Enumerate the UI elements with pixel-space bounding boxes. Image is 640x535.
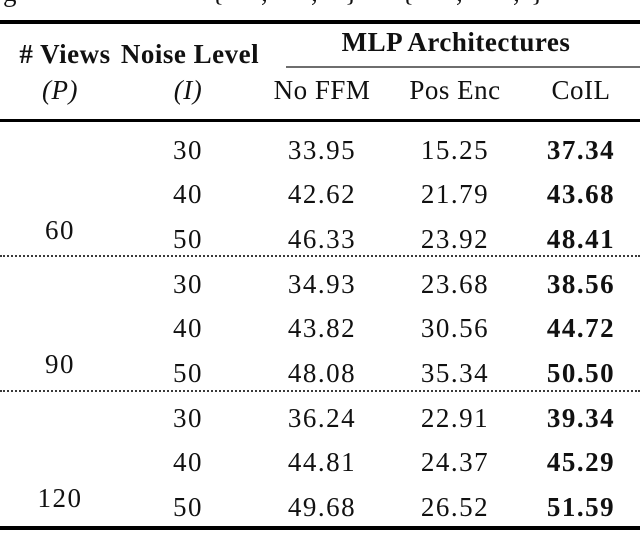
noise-cell: 50 xyxy=(173,224,203,254)
noise-cell: 50 xyxy=(173,492,203,522)
no-ffm-cell: 34.93 xyxy=(287,269,357,299)
views-group-label: 90 xyxy=(45,349,75,379)
no-ffm-cell: 43.82 xyxy=(287,313,357,343)
results-table: 60 30 33.95 15.25 37.34 40 42.62 21.79 4… xyxy=(0,122,640,524)
coil-cell: 45.29 xyxy=(546,447,616,477)
mlp-architectures-underline-rule xyxy=(286,66,640,68)
caption-fragment: , xyxy=(261,0,268,6)
table-row: 40 43.82 30.56 44.72 xyxy=(0,301,640,345)
pos-enc-cell: 21.79 xyxy=(420,179,490,209)
views-group-cell: 60 xyxy=(0,122,120,256)
coil-cell: 51.59 xyxy=(546,492,616,522)
table-row: 50 48.08 35.34 50.50 xyxy=(0,345,640,390)
col-header-num-views: # Views xyxy=(19,39,111,69)
col-subheader-i: (I) xyxy=(173,75,203,105)
no-ffm-cell: 44.81 xyxy=(287,447,357,477)
col-header-pos-enc: Pos Enc xyxy=(409,75,501,105)
col-header-coil: CoIL xyxy=(551,75,611,105)
caption-fragment: g xyxy=(3,0,17,6)
table-row: 90 30 34.93 23.68 38.56 xyxy=(0,256,640,378)
noise-cell: 30 xyxy=(173,135,203,165)
views-group-cell: 120 xyxy=(0,390,120,524)
table-row: 120 30 36.24 22.91 39.34 xyxy=(0,390,640,512)
coil-cell: 38.56 xyxy=(546,269,616,299)
noise-cell: 40 xyxy=(173,179,203,209)
pos-enc-cell: 26.52 xyxy=(420,492,490,522)
no-ffm-cell: 36.24 xyxy=(287,403,357,433)
pos-enc-cell: 24.37 xyxy=(420,447,490,477)
col-header-noise-level: Noise Level xyxy=(120,39,260,69)
views-group-label: 120 xyxy=(37,483,83,513)
coil-cell: 48.41 xyxy=(546,224,616,254)
caption-fragment: } xyxy=(345,0,358,6)
caption-fragment: { xyxy=(211,0,224,6)
pos-enc-cell: 23.92 xyxy=(420,224,490,254)
header-bottom-rule xyxy=(0,119,640,122)
noise-cell: 40 xyxy=(173,447,203,477)
coil-cell: 44.72 xyxy=(546,313,616,343)
table-bottom-rule xyxy=(0,526,640,530)
coil-cell: 43.68 xyxy=(546,179,616,209)
views-group-cell: 90 xyxy=(0,256,120,390)
pos-enc-cell: 23.68 xyxy=(420,269,490,299)
no-ffm-cell: 48.08 xyxy=(287,358,357,388)
pos-enc-cell: 22.91 xyxy=(420,403,490,433)
table-row: 60 30 33.95 15.25 37.34 xyxy=(0,122,640,244)
coil-cell: 37.34 xyxy=(546,135,616,165)
no-ffm-cell: 42.62 xyxy=(287,179,357,209)
table-row: 40 44.81 24.37 45.29 xyxy=(0,435,640,479)
col-subheader-p: (P) xyxy=(42,75,78,105)
coil-cell: 50.50 xyxy=(546,358,616,388)
no-ffm-cell: 46.33 xyxy=(287,224,357,254)
views-group-label: 60 xyxy=(45,215,75,245)
group-separator-dotted-rule xyxy=(0,255,640,257)
no-ffm-cell: 49.68 xyxy=(287,492,357,522)
noise-cell: 30 xyxy=(173,269,203,299)
table-top-rule xyxy=(0,20,640,24)
noise-cell: 30 xyxy=(173,403,203,433)
no-ffm-cell: 33.95 xyxy=(287,135,357,165)
table-row: 50 46.33 23.92 48.41 xyxy=(0,211,640,256)
caption-fragment: , xyxy=(456,0,463,6)
coil-cell: 39.34 xyxy=(546,403,616,433)
noise-cell: 50 xyxy=(173,358,203,388)
caption-fragment: } xyxy=(531,0,544,6)
col-header-no-ffm: No FFM xyxy=(273,75,371,105)
noise-cell: 40 xyxy=(173,313,203,343)
pos-enc-cell: 35.34 xyxy=(420,358,490,388)
caption-fragment: , xyxy=(513,0,520,6)
group-separator-dotted-rule xyxy=(0,390,640,392)
caption-fragment: { xyxy=(401,0,414,6)
table-row: 50 49.68 26.52 51.59 xyxy=(0,479,640,524)
caption-fragment: , xyxy=(311,0,318,6)
table-row: 40 42.62 21.79 43.68 xyxy=(0,167,640,211)
pos-enc-cell: 15.25 xyxy=(420,135,490,165)
pos-enc-cell: 30.56 xyxy=(420,313,490,343)
col-group-header-mlp-architectures: MLP Architectures xyxy=(341,27,571,57)
